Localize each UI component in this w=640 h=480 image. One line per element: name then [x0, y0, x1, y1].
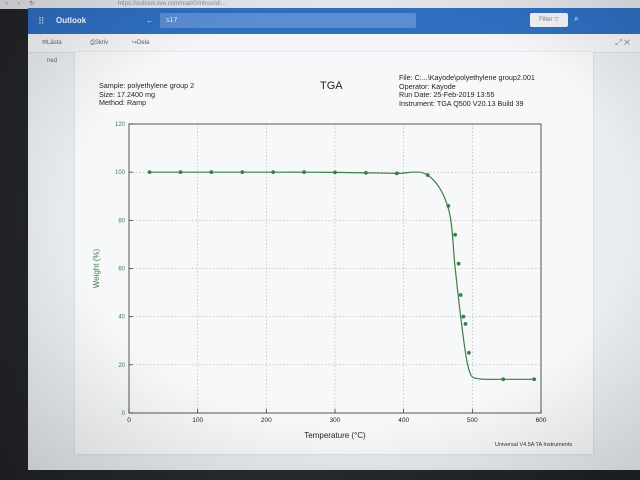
- data-point: [467, 350, 471, 355]
- tga-chart: 0 100 200 300 400 500 600 0 20 40 60 80 100 120 Temp…: [92, 122, 547, 440]
- file-path: File: C:...\Kayode\polyethylene group2.0…: [399, 73, 535, 82]
- browser-address-bar[interactable]: ‹ › ↻ https://outlook.live.com/mail/0/in…: [0, 0, 640, 9]
- app-name: Outlook: [56, 16, 87, 25]
- y-tick-label: 120: [115, 122, 126, 128]
- data-point: [209, 170, 214, 175]
- filter-button[interactable]: Filter ▽: [530, 13, 568, 27]
- window-controls[interactable]: ⤢ ✕: [615, 38, 630, 47]
- print-button[interactable]: ⎙ Skriv ut: [90, 34, 108, 64]
- x-tick-label: 400: [398, 417, 409, 424]
- data-point: [302, 170, 306, 175]
- filter-icon: ▽: [554, 17, 559, 23]
- y-tick-label: 60: [118, 267, 125, 273]
- data-point: [456, 261, 461, 266]
- back-arrow-icon[interactable]: ←: [146, 16, 154, 25]
- x-tick-label: 0: [127, 417, 131, 424]
- mark-read-button[interactable]: ✉ Lästa ned: [42, 34, 62, 64]
- x-tick-label: 500: [467, 417, 478, 424]
- data-point: [178, 170, 183, 175]
- data-point: [271, 170, 276, 175]
- y-axis-ticks: 0 20 40 60 80 100 120: [115, 122, 133, 417]
- run-date: Run Date: 25-Feb-2019 13:55: [399, 90, 495, 99]
- x-tick-label: 200: [261, 417, 272, 424]
- search-box[interactable]: s17: [160, 13, 416, 28]
- instrument: Instrument: TGA Q500 V20.13 Build 39: [399, 98, 524, 108]
- data-point: [364, 170, 368, 175]
- sample-size: Size: 17.2400 mg: [99, 89, 155, 99]
- data-point: [333, 170, 337, 175]
- app-launcher-icon[interactable]: ⠿: [38, 16, 45, 26]
- x-axis-label: Temperature (°C): [304, 431, 366, 440]
- browser-nav-icons[interactable]: ‹ › ↻: [6, 1, 39, 7]
- data-point: [453, 232, 458, 237]
- mark-read-label: Lästa ned: [47, 40, 62, 64]
- browser-url[interactable]: https://outlook.live.com/mail/0/inbox/id…: [118, 1, 226, 7]
- data-point: [394, 171, 399, 176]
- y-tick-label: 20: [118, 363, 125, 369]
- data-point: [463, 321, 468, 326]
- data-point: [458, 293, 463, 297]
- x-tick-label: 600: [536, 417, 547, 424]
- search-icon[interactable]: ⌕: [574, 13, 580, 23]
- data-point: [147, 170, 152, 175]
- outlook-header: ⠿ Outlook ← s17 Filter ▽ ⌕: [28, 8, 640, 34]
- y-axis-label: Weight (%): [92, 248, 101, 288]
- share-button[interactable]: ↪ Dela e-post: [132, 34, 149, 82]
- x-tick-label: 100: [192, 417, 203, 424]
- tga-report: Sample: polyethylene group 2 Size: 17.24…: [75, 52, 593, 454]
- software-version: Universal V4.5A TA Instruments: [495, 442, 573, 448]
- sample-info: Sample: polyethylene group 2 Size: 17.24…: [99, 81, 195, 108]
- sample-method: Method: Ramp: [99, 98, 147, 107]
- data-point: [446, 203, 451, 208]
- chart-grid: [129, 124, 541, 413]
- data-point: [461, 314, 466, 319]
- data-point: [240, 170, 245, 175]
- message-toolbar: ✉ Lästa ned ⎙ Skriv ut ↪ Dela e-post ⤢ ✕: [28, 34, 640, 82]
- run-info: File: C:...\Kayode\polyethylene group2.0…: [399, 73, 535, 108]
- screen: ⠿ Outlook ← s17 Filter ▽ ⌕ ✉ Lästa ned ⎙…: [28, 8, 640, 470]
- x-tick-label: 300: [330, 417, 341, 424]
- y-tick-label: 40: [118, 315, 125, 321]
- sample-name: Sample: polyethylene group 2: [99, 81, 195, 90]
- operator: Operator: Kayode: [399, 81, 456, 91]
- filter-label: Filter: [539, 17, 553, 23]
- data-point: [425, 173, 430, 177]
- search-query: s17: [166, 17, 178, 24]
- y-tick-label: 80: [118, 218, 125, 224]
- y-tick-label: 0: [122, 411, 126, 417]
- report-title: TGA: [320, 80, 343, 92]
- weight-curve: [149, 171, 535, 380]
- x-axis-ticks: 0 100 200 300 400 500 600: [127, 409, 547, 424]
- data-markers: [147, 170, 537, 382]
- data-point: [501, 377, 506, 382]
- data-point: [532, 377, 537, 382]
- y-tick-label: 100: [115, 170, 126, 176]
